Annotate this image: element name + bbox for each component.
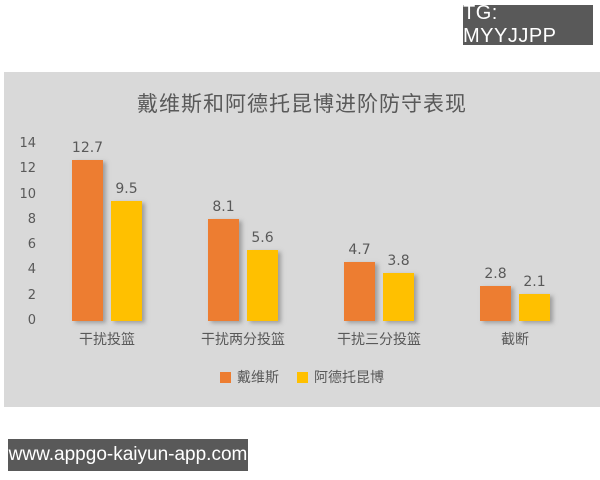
bar-value-label: 3.8 bbox=[387, 252, 410, 269]
bar-value-label: 4.7 bbox=[348, 241, 371, 258]
bar-series-1-category-3 bbox=[344, 261, 375, 321]
category-label: 截断 bbox=[501, 332, 529, 348]
category-label: 干扰投篮 bbox=[79, 332, 135, 348]
y-axis-tick-label: 14 bbox=[19, 136, 36, 151]
legend-swatch-series-1-icon bbox=[220, 371, 231, 383]
y-axis-tick-label: 12 bbox=[19, 161, 36, 177]
bar-value-label: 12.7 bbox=[71, 140, 104, 157]
legend-label-series-1: 戴维斯 bbox=[237, 370, 279, 386]
y-axis-tick-label: 6 bbox=[27, 237, 36, 253]
plot-area: 0 2 4 6 8 10 12 14 干扰投篮 12.7 9.5 干扰两分投篮 8.1 5.6 干扰三分投篮… bbox=[4, 72, 600, 407]
y-axis-tick-label: 10 bbox=[19, 186, 36, 202]
y-axis-tick-label: 4 bbox=[27, 262, 36, 278]
bar-value-label: 2.1 bbox=[523, 274, 546, 291]
telegram-handle-badge: TG: MYYJJPP bbox=[463, 2, 593, 47]
legend-item-series-2: 阿德托昆博 bbox=[297, 367, 384, 387]
bar-value-label: 5.6 bbox=[251, 230, 274, 247]
y-axis-tick-label: 2 bbox=[27, 287, 36, 303]
bar-series-2-category-1 bbox=[111, 200, 142, 321]
category-label: 干扰三分投篮 bbox=[337, 332, 421, 348]
legend-swatch-series-2-icon bbox=[297, 371, 308, 383]
bar-series-2-category-4 bbox=[519, 294, 550, 321]
bar-value-label: 2.8 bbox=[484, 265, 507, 282]
bar-value-label: 8.1 bbox=[212, 198, 235, 215]
category-label: 干扰两分投篮 bbox=[201, 332, 285, 348]
legend: 戴维斯 阿德托昆博 bbox=[4, 367, 600, 387]
legend-label-series-2: 阿德托昆博 bbox=[314, 370, 384, 386]
bar-series-1-category-4 bbox=[480, 285, 511, 321]
bar-series-1-category-1 bbox=[72, 160, 103, 321]
watermark-url-badge: www.appgo-kaiyun-app.com bbox=[8, 439, 248, 471]
bar-series-2-category-3 bbox=[383, 272, 414, 321]
chart-title: 戴维斯和阿德托昆博进阶防守表现 bbox=[137, 92, 467, 116]
y-axis-tick-label: 8 bbox=[27, 211, 36, 227]
y-axis-tick-label: 0 bbox=[27, 313, 36, 328]
chart-panel: 戴维斯和阿德托昆博进阶防守表现 0 2 4 6 8 10 12 14 干扰投篮 12.7 9.5 干扰… bbox=[4, 72, 600, 407]
bar-series-1-category-2 bbox=[208, 218, 239, 321]
legend-item-series-1: 戴维斯 bbox=[220, 367, 279, 387]
bar-value-label: 9.5 bbox=[115, 180, 138, 197]
bar-series-2-category-2 bbox=[247, 250, 278, 321]
